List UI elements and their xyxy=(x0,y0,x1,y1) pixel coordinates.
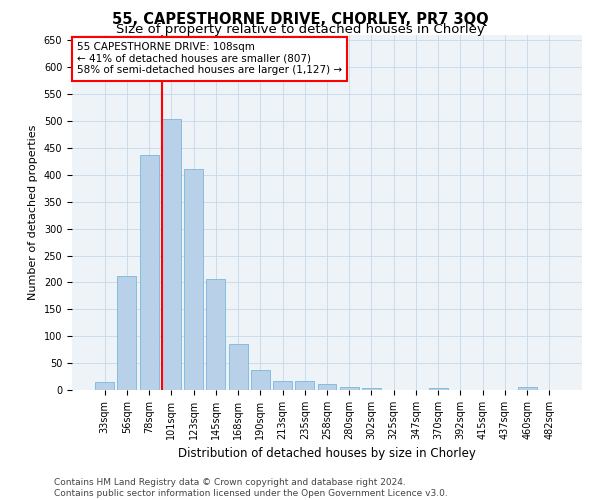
Bar xyxy=(162,120,181,390)
X-axis label: Distribution of detached houses by size in Chorley: Distribution of detached houses by size … xyxy=(178,448,476,460)
Bar xyxy=(317,384,337,390)
Bar xyxy=(429,388,448,390)
Bar xyxy=(273,381,292,390)
Bar xyxy=(295,381,314,390)
Bar xyxy=(206,278,225,390)
Bar xyxy=(140,155,158,390)
Bar xyxy=(95,382,114,390)
Bar xyxy=(362,388,381,390)
Text: Size of property relative to detached houses in Chorley: Size of property relative to detached ho… xyxy=(116,22,484,36)
Text: 55 CAPESTHORNE DRIVE: 108sqm
← 41% of detached houses are smaller (807)
58% of s: 55 CAPESTHORNE DRIVE: 108sqm ← 41% of de… xyxy=(77,42,342,76)
Bar xyxy=(184,170,203,390)
Bar xyxy=(251,370,270,390)
Bar xyxy=(518,388,536,390)
Text: Contains HM Land Registry data © Crown copyright and database right 2024.
Contai: Contains HM Land Registry data © Crown c… xyxy=(54,478,448,498)
Text: 55, CAPESTHORNE DRIVE, CHORLEY, PR7 3QQ: 55, CAPESTHORNE DRIVE, CHORLEY, PR7 3QQ xyxy=(112,12,488,28)
Bar xyxy=(340,387,359,390)
Bar xyxy=(118,276,136,390)
Y-axis label: Number of detached properties: Number of detached properties xyxy=(28,125,38,300)
Bar xyxy=(229,344,248,390)
